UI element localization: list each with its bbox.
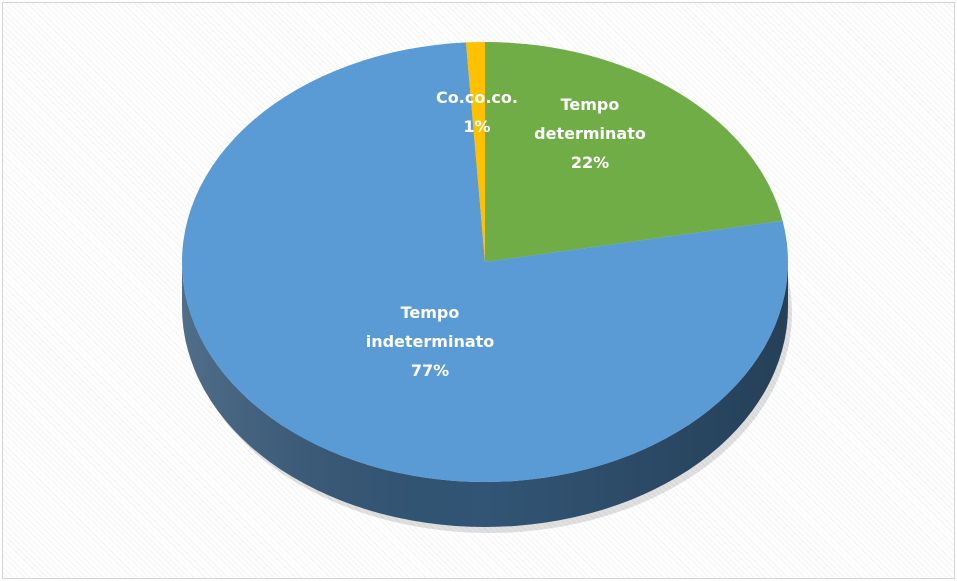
slice (485, 42, 783, 262)
label-value: 1% (463, 117, 491, 136)
data-label: Tempo indeterminato 77% (345, 298, 515, 385)
slice (465, 42, 485, 262)
label-category: Tempo determinato (534, 95, 646, 143)
label-value: 22% (570, 153, 610, 172)
label-value: 77% (410, 361, 450, 380)
side-shade (182, 262, 788, 527)
label-category: Co.co.co. (436, 88, 518, 107)
data-label: Co.co.co. 1% (427, 83, 527, 141)
data-label: Tempo determinato 22% (530, 90, 650, 177)
slice (182, 42, 789, 483)
label-category: Tempo indeterminato (365, 303, 495, 351)
